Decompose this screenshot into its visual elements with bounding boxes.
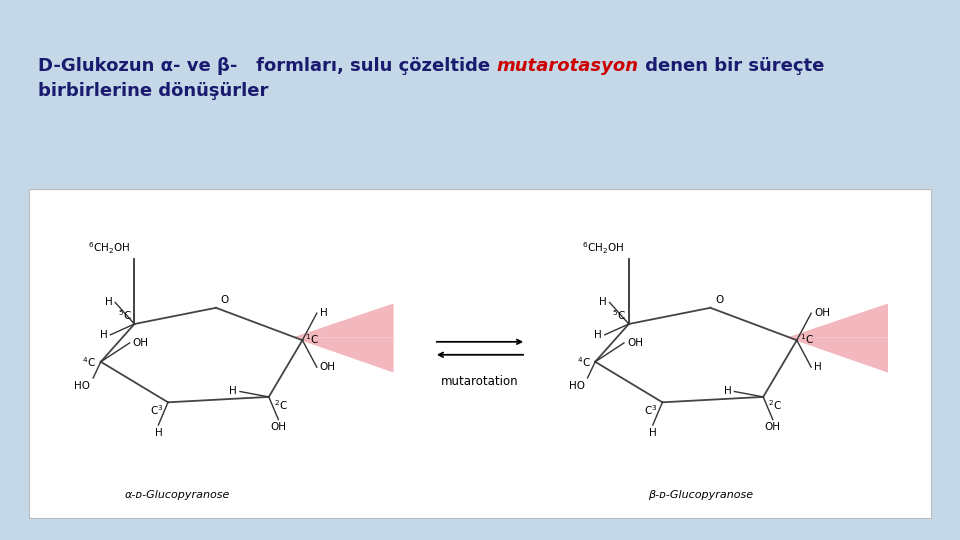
Text: H: H <box>105 298 112 307</box>
Text: OH: OH <box>271 422 286 433</box>
Polygon shape <box>787 303 888 338</box>
Text: H: H <box>814 362 822 372</box>
Polygon shape <box>293 303 394 338</box>
Text: H: H <box>155 428 162 438</box>
Text: C$^3$: C$^3$ <box>644 403 658 417</box>
Text: $^1$C: $^1$C <box>800 332 813 346</box>
Text: H: H <box>599 298 607 307</box>
Text: mutarotation: mutarotation <box>442 375 518 388</box>
Text: H: H <box>594 330 602 340</box>
Polygon shape <box>787 338 888 373</box>
Text: $^2$C: $^2$C <box>768 398 781 412</box>
Text: H: H <box>229 387 237 396</box>
Text: $^{6}$CH$_2$OH: $^{6}$CH$_2$OH <box>87 241 130 256</box>
Text: denen bir süreçte: denen bir süreçte <box>639 57 825 75</box>
Text: H: H <box>649 428 657 438</box>
Text: C$^3$: C$^3$ <box>150 403 163 417</box>
Text: $^2$C: $^2$C <box>274 398 287 412</box>
FancyBboxPatch shape <box>29 189 931 518</box>
Text: HO: HO <box>568 381 585 391</box>
Text: H: H <box>724 387 732 396</box>
Text: α-ᴅ-Glucopyranose: α-ᴅ-Glucopyranose <box>125 489 230 500</box>
Text: O: O <box>715 295 724 305</box>
Text: $^5$C: $^5$C <box>118 308 132 322</box>
Text: β-ᴅ-Glucopyranose: β-ᴅ-Glucopyranose <box>648 489 754 500</box>
Text: mutarotasyon: mutarotasyon <box>496 57 639 75</box>
Polygon shape <box>293 338 394 373</box>
Text: OH: OH <box>814 308 830 318</box>
Text: H: H <box>100 330 108 340</box>
Text: OH: OH <box>627 338 643 348</box>
Text: $^4$C: $^4$C <box>83 355 96 369</box>
Text: $^5$C: $^5$C <box>612 308 626 322</box>
Text: birbirlerine dönüşürler: birbirlerine dönüşürler <box>38 82 269 100</box>
Text: OH: OH <box>320 362 336 372</box>
Text: OH: OH <box>132 338 149 348</box>
Text: OH: OH <box>765 422 780 433</box>
Text: $^{6}$CH$_2$OH: $^{6}$CH$_2$OH <box>582 241 624 256</box>
Text: $^1$C: $^1$C <box>305 332 319 346</box>
Text: $^4$C: $^4$C <box>577 355 590 369</box>
Text: HO: HO <box>74 381 90 391</box>
Text: H: H <box>320 308 327 318</box>
Text: O: O <box>221 295 229 305</box>
Text: D-Glukozun α- ve β-   formları, sulu çözeltide: D-Glukozun α- ve β- formları, sulu çözel… <box>38 57 496 75</box>
